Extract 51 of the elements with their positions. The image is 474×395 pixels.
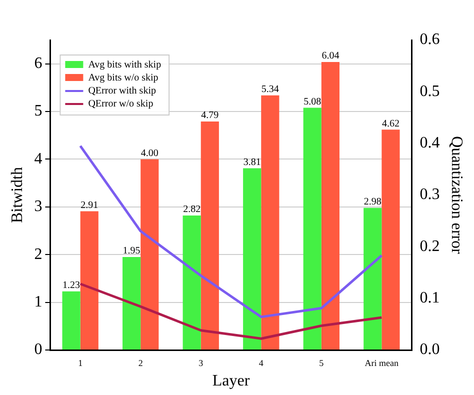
data-label: 4.00: [140, 148, 158, 159]
bar: [243, 168, 262, 350]
data-label: 1.95: [122, 246, 140, 257]
x-axis-title: Layer: [212, 372, 250, 390]
bar: [182, 216, 201, 350]
x-tick-label: 4: [258, 358, 264, 368]
y2-tick-label: 0.6: [420, 31, 440, 48]
data-label: 2.98: [364, 196, 382, 208]
bar: [200, 122, 219, 350]
y-tick-label: 4: [34, 150, 42, 168]
data-label: 5.34: [261, 84, 279, 95]
x-tick-label: 1: [78, 358, 83, 368]
x-tick-label: 2: [138, 358, 143, 368]
bar: [382, 130, 400, 350]
legend-label: Avg bits w/o skip: [88, 72, 158, 84]
y-tick-label: 1: [34, 294, 42, 311]
bar: [321, 62, 340, 350]
bar: [122, 257, 141, 350]
y-tick-label: 5: [34, 102, 42, 120]
data-label: 4.79: [201, 110, 219, 122]
x-tick-label: 5: [319, 358, 324, 368]
data-label: 4.62: [382, 118, 400, 130]
data-label: 2.82: [183, 204, 201, 216]
bar: [80, 211, 98, 350]
bar: [140, 159, 159, 350]
y2-tick-label: 0.2: [420, 238, 440, 255]
bar: [62, 291, 80, 350]
data-label: 2.91: [80, 200, 98, 211]
data-label: 6.04: [322, 50, 340, 62]
y-tick-label: 2: [34, 246, 42, 263]
data-label: 5.08: [304, 96, 322, 108]
legend-label: QError with skip: [88, 86, 156, 97]
y2-tick-label: 0.0: [420, 341, 440, 358]
bar: [261, 95, 280, 350]
y2-tick-label: 0.4: [420, 134, 440, 152]
bar: [364, 208, 382, 350]
y-tick-label: 3: [34, 198, 42, 216]
x-tick-label: Ari mean: [364, 358, 400, 368]
y2-tick-label: 0.1: [420, 290, 440, 307]
legend-label: QError w/o skip: [88, 98, 154, 110]
y-axis-title: Bitwidth: [8, 166, 26, 224]
x-tick-label: 3: [198, 358, 204, 368]
legend-label: Avg bits with skip: [88, 60, 162, 71]
bar: [303, 108, 322, 350]
y2-axis-title: Quantization error: [448, 136, 466, 255]
y2-tick-label: 0.5: [420, 82, 440, 100]
y-tick-label: 6: [34, 55, 42, 72]
y2-tick-label: 0.3: [420, 186, 440, 204]
y-tick-label: 0: [34, 341, 42, 358]
data-label: 3.81: [243, 156, 261, 168]
data-label: 1.23: [62, 280, 80, 291]
